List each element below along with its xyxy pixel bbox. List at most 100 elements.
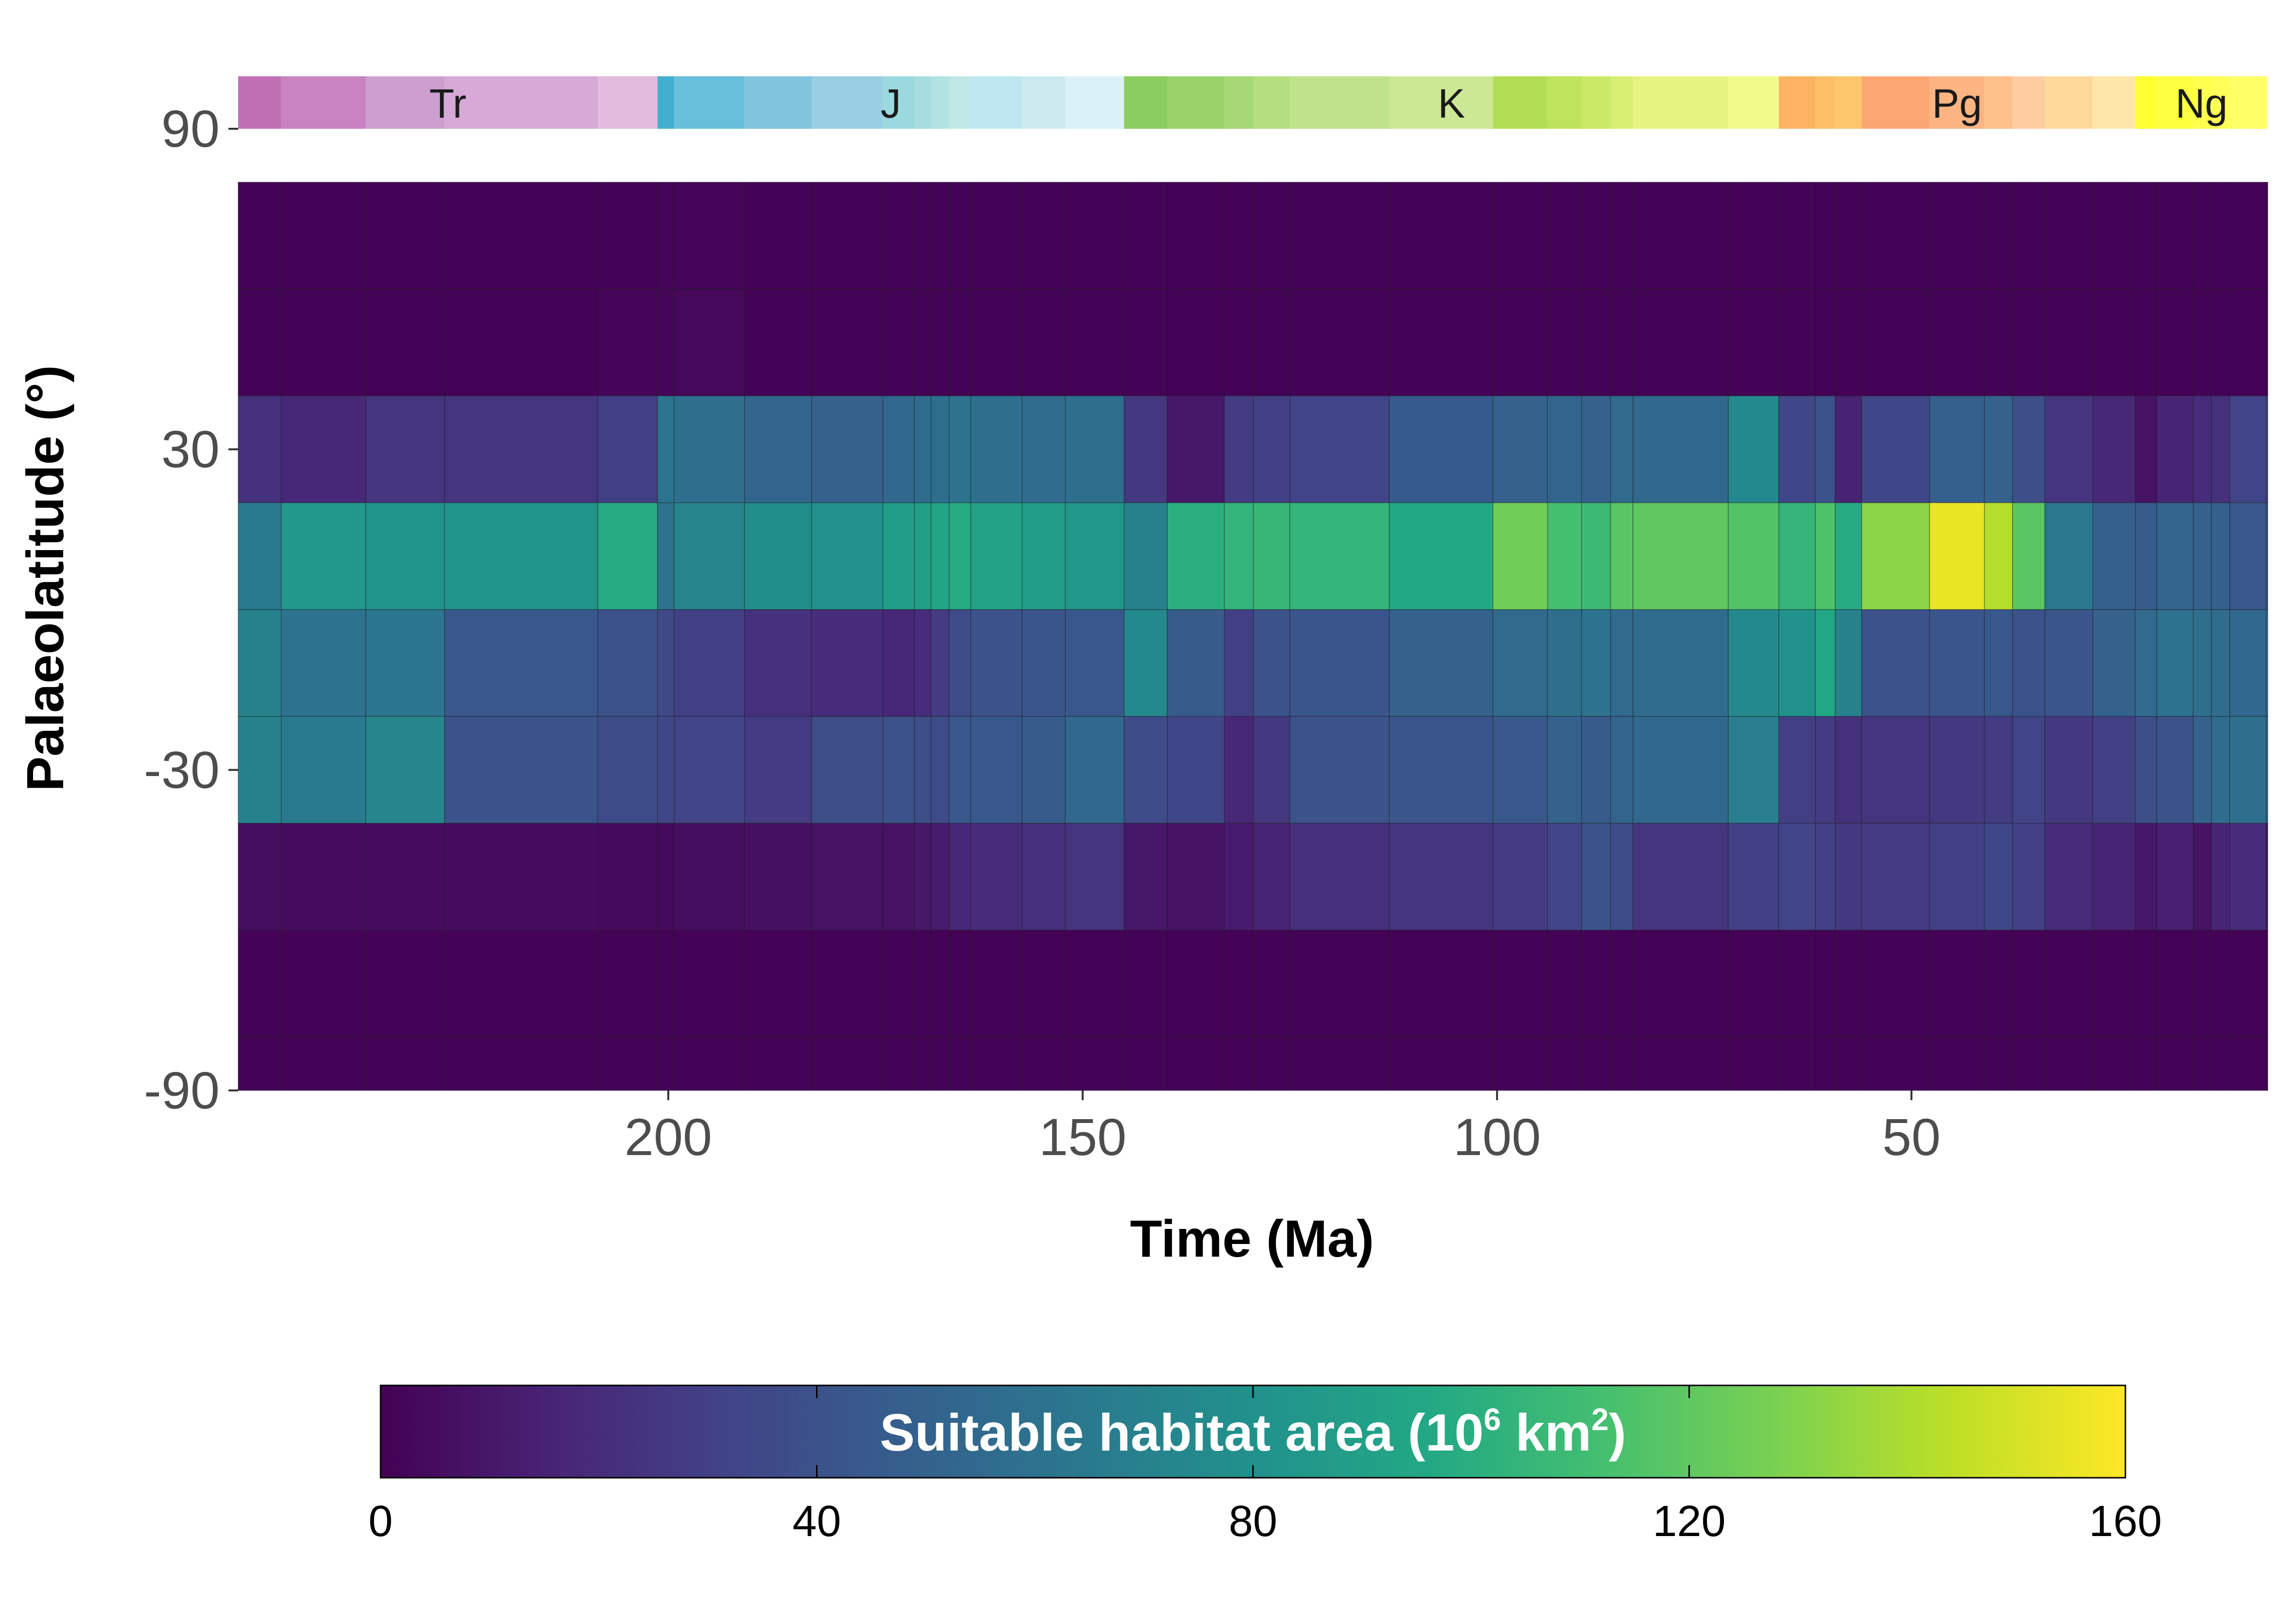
heatmap-cell <box>811 289 884 397</box>
heatmap-cell <box>1861 823 1930 931</box>
heatmap-cell <box>1065 502 1125 610</box>
heatmap-cell <box>2092 609 2136 717</box>
heatmap-cell <box>1778 930 1816 1037</box>
heatmap-cell <box>238 1037 282 1091</box>
heatmap-cell <box>1929 823 1985 931</box>
heatmap-cell <box>1547 396 1582 503</box>
heatmap-cell <box>1778 289 1816 397</box>
timescale-stage <box>1548 76 1582 129</box>
heatmap-cell <box>2092 716 2136 824</box>
heatmap-cell <box>597 716 658 824</box>
heatmap-cell <box>949 502 971 610</box>
heatmap-cell <box>365 823 445 931</box>
heatmap-cell <box>1389 502 1494 610</box>
heatmap-cell <box>1610 930 1634 1037</box>
heatmap-cell <box>2135 930 2157 1037</box>
heatmap-cell <box>1835 289 1862 397</box>
heatmap-cell <box>744 1037 812 1091</box>
timescale-stage <box>1289 76 1390 129</box>
heatmap-cell <box>1581 930 1611 1037</box>
heatmap-cell <box>657 182 675 290</box>
heatmap-cell <box>2229 1037 2267 1091</box>
heatmap-cell <box>1861 502 1930 610</box>
heatmap-cell <box>1224 289 1254 397</box>
heatmap-cell <box>1493 289 1548 397</box>
heatmap-cell <box>2229 289 2267 397</box>
heatmap-cell <box>970 1037 1023 1091</box>
heatmap-cell <box>2012 289 2045 397</box>
heatmap-cell <box>1166 609 1225 717</box>
heatmap-cell <box>1022 823 1066 931</box>
heatmap-cell <box>930 289 950 397</box>
heatmap-cell <box>597 823 658 931</box>
timescale-stage <box>1065 76 1124 129</box>
y-tick-label: -90 <box>144 1061 220 1120</box>
heatmap-cell <box>1022 396 1066 503</box>
heatmap-cell <box>238 930 282 1037</box>
timescale-stage <box>1778 76 1815 129</box>
heatmap-cell <box>883 609 915 717</box>
heatmap-cell <box>444 609 598 717</box>
timescale-stage <box>1984 76 2013 129</box>
heatmap-cell <box>2135 396 2157 503</box>
heatmap-cell <box>1984 182 2013 290</box>
heatmap-cell <box>2092 930 2136 1037</box>
timescale-stage <box>971 76 1023 129</box>
heatmap-cell <box>674 609 745 717</box>
timescale-stage <box>657 76 674 129</box>
heatmap-cell <box>2156 502 2194 610</box>
heatmap-cell <box>1022 182 1066 290</box>
heatmap-cell <box>1166 182 1225 290</box>
heatmap-cell <box>1835 1037 1862 1091</box>
timescale-stage <box>238 76 281 129</box>
heatmap-cell <box>930 716 950 824</box>
heatmap-cell <box>2211 502 2230 610</box>
heatmap-cell <box>657 289 675 397</box>
colorbar-title-exp1: 6 <box>1484 1402 1501 1437</box>
timescale-stage <box>2012 76 2045 129</box>
colorbar-title-main: Suitable habitat area (10 <box>880 1403 1483 1462</box>
heatmap-cell <box>2192 396 2212 503</box>
colorbar: 0 40 80 120 160 Suitable habitat area (106 k… <box>368 1384 2162 1546</box>
heatmap-cell <box>365 182 445 290</box>
heatmap-cell <box>2044 182 2093 290</box>
heatmap-cell <box>970 823 1023 931</box>
heatmap-cell <box>1065 716 1125 824</box>
timescale-stage <box>1124 76 1167 129</box>
heatmap-cell <box>1289 609 1390 717</box>
heatmap-cell <box>1778 1037 1816 1091</box>
heatmap-cell <box>1289 1037 1390 1091</box>
timescale-period-label: Ng <box>2175 81 2227 126</box>
heatmap-cell <box>2229 930 2267 1037</box>
heatmap-cell <box>2192 609 2212 717</box>
heatmap-cell <box>2156 609 2194 717</box>
heatmap-cell <box>2012 823 2045 931</box>
heatmap-cell <box>2211 930 2230 1037</box>
heatmap-cell <box>1835 396 1862 503</box>
heatmap-cell <box>2211 716 2230 824</box>
heatmap-cell <box>657 396 675 503</box>
heatmap-cell <box>930 609 950 717</box>
timescale-stage <box>1022 76 1065 129</box>
heatmap-cell <box>657 609 675 717</box>
heatmap-cell <box>2156 182 2194 290</box>
timescale-bar: Tr J K Pg Ng <box>238 76 2268 129</box>
heatmap-cell <box>1835 716 1862 824</box>
timescale-stage <box>1835 76 1862 129</box>
heatmap-cell <box>2211 289 2230 397</box>
heatmap-cell <box>2135 502 2157 610</box>
heatmap-cell <box>1633 716 1729 824</box>
heatmap-cell <box>1389 182 1494 290</box>
heatmap-cell <box>970 289 1023 397</box>
heatmap-cell <box>811 1037 884 1091</box>
heatmap-cell <box>883 289 915 397</box>
heatmap-cell <box>2265 609 2268 717</box>
heatmap-cell <box>1166 823 1225 931</box>
timescale-stage <box>365 76 445 129</box>
heatmap-cell <box>1547 1037 1582 1091</box>
heatmap-cell <box>949 182 971 290</box>
heatmap-cell <box>2265 1037 2268 1091</box>
timescale-stage <box>598 76 658 129</box>
heatmap-cell <box>597 396 658 503</box>
